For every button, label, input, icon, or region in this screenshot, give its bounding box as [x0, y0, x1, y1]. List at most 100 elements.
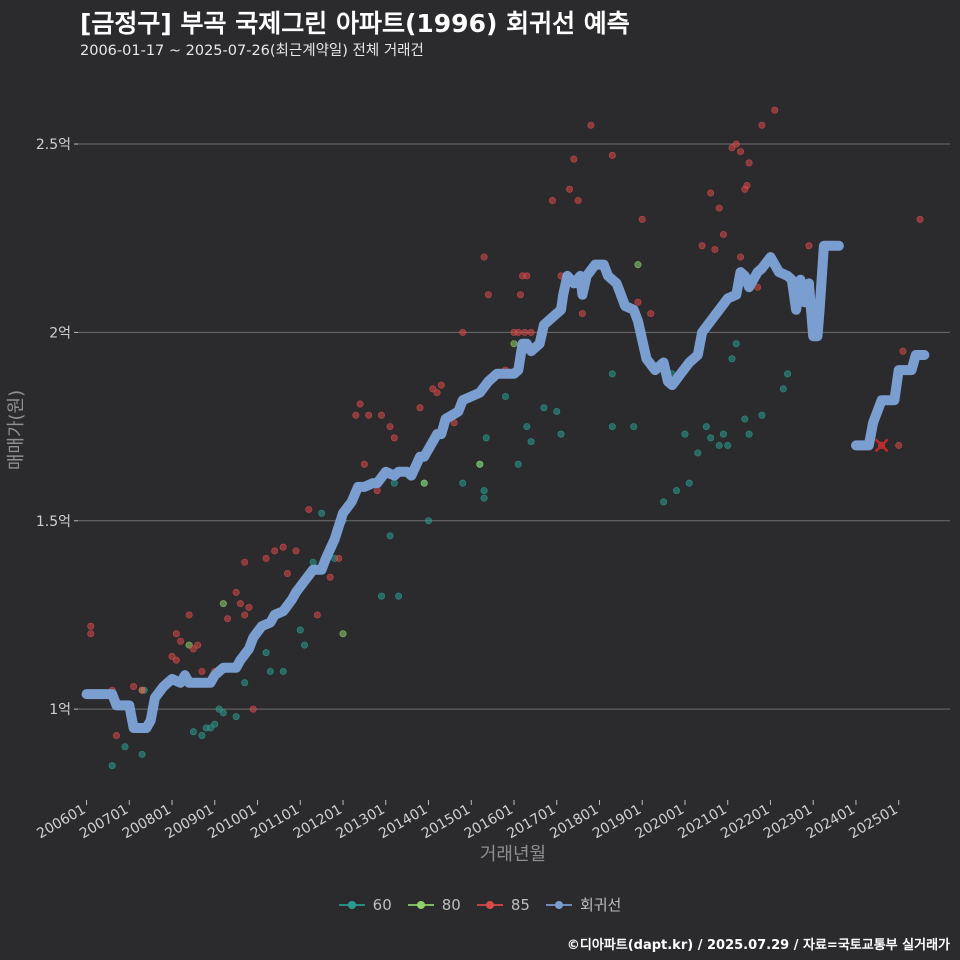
legend-label-1: 80 — [441, 895, 461, 914]
point-85-26 — [292, 547, 300, 555]
regression-line-segment-1 — [851, 350, 930, 451]
point-60-60 — [784, 370, 792, 378]
legend-key-3 — [545, 898, 572, 912]
point-60-22 — [377, 592, 385, 600]
point-85-63 — [578, 310, 586, 318]
grid — [78, 143, 950, 710]
point-80-4 — [420, 479, 428, 487]
point-85-66 — [608, 151, 616, 159]
point-60-0 — [108, 762, 116, 770]
point-80-5 — [476, 460, 484, 468]
legend: 60 80 85 회귀선 — [0, 894, 960, 915]
data-points — [87, 106, 924, 770]
point-85-18 — [241, 558, 249, 566]
point-60-4 — [189, 728, 197, 736]
point-85-68 — [638, 215, 646, 223]
point-60-57 — [745, 430, 753, 438]
point-85-56 — [527, 328, 535, 336]
point-85-79 — [737, 253, 745, 261]
point-85-82 — [745, 159, 753, 167]
point-85-31 — [352, 411, 360, 419]
point-85-24 — [279, 543, 287, 551]
point-85-77 — [732, 140, 740, 148]
point-60-50 — [707, 434, 715, 442]
point-60-11 — [232, 713, 240, 721]
point-60-51 — [715, 441, 723, 449]
point-85-30 — [335, 554, 343, 562]
point-60-48 — [694, 449, 702, 457]
point-60-47 — [685, 479, 693, 487]
point-60-5 — [198, 731, 206, 739]
point-60-10 — [219, 709, 227, 717]
point-85-3 — [112, 731, 120, 739]
point-60-58 — [758, 411, 766, 419]
point-85-87 — [805, 242, 813, 250]
point-60-16 — [296, 626, 304, 634]
point-85-25 — [283, 570, 291, 578]
legend-item-2: 85 — [476, 895, 530, 914]
legend-key-1 — [407, 898, 434, 912]
point-60-24 — [390, 479, 398, 487]
point-85-35 — [373, 487, 381, 495]
point-85-1 — [87, 630, 95, 638]
point-85-71 — [707, 189, 715, 197]
regression-line-layer — [81, 240, 930, 733]
point-85-58 — [548, 197, 556, 205]
y-tick-label-3: 2.5억 — [36, 137, 71, 153]
point-85-67 — [634, 298, 642, 306]
point-85-84 — [758, 121, 766, 129]
y-tick-label-0: 1억 — [49, 702, 71, 718]
point-85-60 — [566, 185, 574, 193]
point-80-6 — [510, 340, 518, 348]
point-85-16 — [232, 588, 240, 596]
point-60-36 — [527, 438, 535, 446]
legend-label-2: 85 — [510, 895, 530, 914]
point-85-62 — [574, 197, 582, 205]
point-60-31 — [482, 434, 490, 442]
legend-item-3: 회귀선 — [545, 894, 621, 915]
legend-item-1: 80 — [407, 895, 461, 914]
point-60-54 — [728, 355, 736, 363]
legend-item-0: 60 — [338, 895, 392, 914]
highlight-x-marker — [874, 438, 889, 453]
point-80-2 — [219, 600, 227, 608]
source-caption: ©디아파트(dapt.kr) / 2025.07.29 / 자료=국토교통부 실… — [566, 938, 950, 953]
point-85-78 — [737, 148, 745, 156]
point-85-36 — [377, 411, 385, 419]
point-60-23 — [386, 532, 394, 540]
point-80-7 — [634, 261, 642, 269]
point-85-5 — [138, 686, 146, 694]
point-60-55 — [732, 340, 740, 348]
x-axis-title: 거래년월 — [480, 844, 546, 865]
point-60-32 — [480, 494, 488, 502]
point-85-15 — [224, 615, 232, 623]
point-60-34 — [514, 460, 522, 468]
point-85-23 — [271, 547, 279, 555]
point-85-28 — [313, 611, 321, 619]
point-60-40 — [608, 370, 616, 378]
point-60-45 — [672, 487, 680, 495]
point-85-8 — [172, 656, 180, 664]
point-60-41 — [608, 423, 616, 431]
point-85-0 — [87, 622, 95, 630]
point-85-4 — [130, 683, 138, 691]
y-tick-label-2: 2억 — [49, 325, 71, 341]
y-tick-label-1: 1.5억 — [36, 514, 71, 530]
point-85-12 — [194, 641, 202, 649]
point-60-2 — [138, 750, 146, 758]
point-60-46 — [681, 430, 689, 438]
point-60-12 — [241, 679, 249, 687]
point-85-81 — [743, 181, 751, 189]
point-85-55 — [523, 272, 531, 280]
point-60-38 — [553, 408, 561, 416]
highlight-marker-layer — [874, 438, 889, 453]
point-60-56 — [741, 415, 749, 423]
legend-label-0: 60 — [372, 895, 392, 914]
point-60-14 — [266, 667, 274, 675]
point-85-61 — [570, 155, 578, 163]
point-85-52 — [516, 291, 524, 299]
point-60-13 — [262, 649, 270, 657]
chart-subtitle: 2006-01-17 ~ 2025-07-26(최근계약일) 전체 거래건 — [80, 43, 424, 59]
point-85-64 — [587, 121, 595, 129]
